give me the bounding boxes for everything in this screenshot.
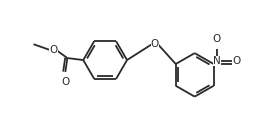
Text: O: O	[213, 34, 221, 44]
Text: O: O	[49, 45, 58, 55]
Text: O: O	[151, 39, 159, 49]
Text: N: N	[213, 56, 221, 66]
Text: O: O	[232, 56, 241, 66]
Text: O: O	[61, 77, 69, 87]
